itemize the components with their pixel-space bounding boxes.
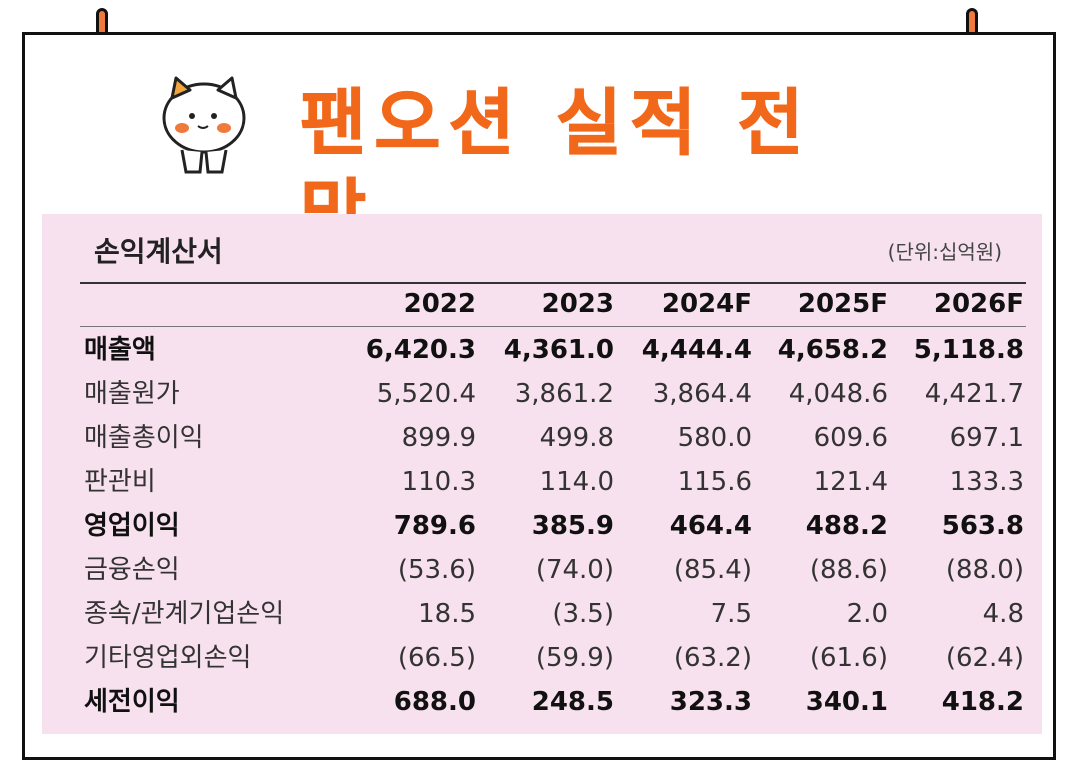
- column-header: 2023: [541, 289, 614, 319]
- table-cell: 2.0: [846, 599, 888, 629]
- table-cell: 115.6: [677, 467, 752, 497]
- table-cell: 3,861.2: [514, 379, 614, 409]
- table-cell: 248.5: [531, 687, 614, 717]
- table-cell: 4.8: [982, 599, 1024, 629]
- table-row: 영업이익 789.6 385.9 464.4 488.2 563.8: [82, 504, 1026, 548]
- table-cell: 563.8: [941, 511, 1024, 541]
- table-cell: 464.4: [669, 511, 752, 541]
- table-cell: (3.5): [552, 599, 614, 629]
- table-cell: 6,420.3: [365, 335, 476, 365]
- table-row: 매출총이익 899.9 499.8 580.0 609.6 697.1: [82, 416, 1026, 460]
- table-cell: 688.0: [393, 687, 476, 717]
- column-header: 2026F: [933, 289, 1024, 319]
- table-cell: 121.4: [813, 467, 888, 497]
- table-row: 판관비 110.3 114.0 115.6 121.4 133.3: [82, 460, 1026, 504]
- table-cell: 609.6: [813, 423, 888, 453]
- row-label: 매출원가: [84, 379, 180, 409]
- table-row: 매출액 6,420.3 4,361.0 4,444.4 4,658.2 5,11…: [82, 328, 1026, 372]
- top-rule: [80, 282, 1026, 284]
- row-label: 기타영업외손익: [84, 643, 252, 673]
- table-cell: 488.2: [805, 511, 888, 541]
- table-cell: 110.3: [401, 467, 476, 497]
- row-label: 영업이익: [84, 511, 180, 541]
- table-cell: (53.6): [397, 555, 476, 585]
- table-cell: 7.5: [710, 599, 752, 629]
- table-cell: (63.2): [673, 643, 752, 673]
- table-cell: 4,048.6: [788, 379, 888, 409]
- table-cell: (61.6): [809, 643, 888, 673]
- table-cell: 114.0: [539, 467, 614, 497]
- table-heading: 손익계산서: [94, 235, 223, 268]
- row-label: 매출액: [84, 335, 156, 365]
- table-cell: (88.0): [945, 555, 1024, 585]
- column-header: 2025F: [797, 289, 888, 319]
- table-cell: 697.1: [949, 423, 1024, 453]
- table-cell: 5,118.8: [913, 335, 1024, 365]
- table-cell: (74.0): [535, 555, 614, 585]
- row-label: 종속/관계기업손익: [84, 599, 285, 629]
- table-row: 기타영업외손익 (66.5) (59.9) (63.2) (61.6) (62.…: [82, 636, 1026, 680]
- row-label: 판관비: [84, 467, 156, 497]
- table-cell: 4,658.2: [777, 335, 888, 365]
- table-row: 매출원가 5,520.4 3,861.2 3,864.4 4,048.6 4,4…: [82, 372, 1026, 416]
- table-cell: 580.0: [677, 423, 752, 453]
- header-row: 2022 2023 2024F 2025F 2026F: [82, 282, 1026, 326]
- income-statement-table: 손익계산서 (단위:십억원) 2022 2023 2024F 2025F 202…: [42, 214, 1042, 734]
- table-row: 금융손익 (53.6) (74.0) (85.4) (88.6) (88.0): [82, 548, 1026, 592]
- table-row: 종속/관계기업손익 18.5 (3.5) 7.5 2.0 4.8: [82, 592, 1026, 636]
- table-cell: 4,361.0: [503, 335, 614, 365]
- table-cell: (85.4): [673, 555, 752, 585]
- table-cell: 3,864.4: [652, 379, 752, 409]
- table-cell: 418.2: [941, 687, 1024, 717]
- table-cell: 5,520.4: [376, 379, 476, 409]
- column-header: 2022: [403, 289, 476, 319]
- table-cell: 323.3: [669, 687, 752, 717]
- table-cell: (88.6): [809, 555, 888, 585]
- header-rule: [80, 326, 1026, 327]
- table-cell: 499.8: [539, 423, 614, 453]
- table-row: 세전이익 688.0 248.5 323.3 340.1 418.2: [82, 680, 1026, 724]
- table-cell: 4,444.4: [641, 335, 752, 365]
- table-cell: 385.9: [531, 511, 614, 541]
- table-cell: 133.3: [949, 467, 1024, 497]
- table-cell: 340.1: [805, 687, 888, 717]
- table-cell: 899.9: [401, 423, 476, 453]
- row-label: 금융손익: [84, 555, 180, 585]
- table-cell: (59.9): [535, 643, 614, 673]
- row-label: 세전이익: [84, 687, 180, 717]
- table-cell: 789.6: [393, 511, 476, 541]
- table-cell: (62.4): [945, 643, 1024, 673]
- cat-mascot-icon: [162, 76, 246, 174]
- page-title: 팬오션 실적 전망: [300, 81, 812, 256]
- row-label: 매출총이익: [84, 423, 204, 453]
- unit-label: (단위:십억원): [887, 240, 1002, 264]
- column-header: 2024F: [661, 289, 752, 319]
- table-cell: 18.5: [418, 599, 476, 629]
- table-cell: 4,421.7: [924, 379, 1024, 409]
- table-cell: (66.5): [397, 643, 476, 673]
